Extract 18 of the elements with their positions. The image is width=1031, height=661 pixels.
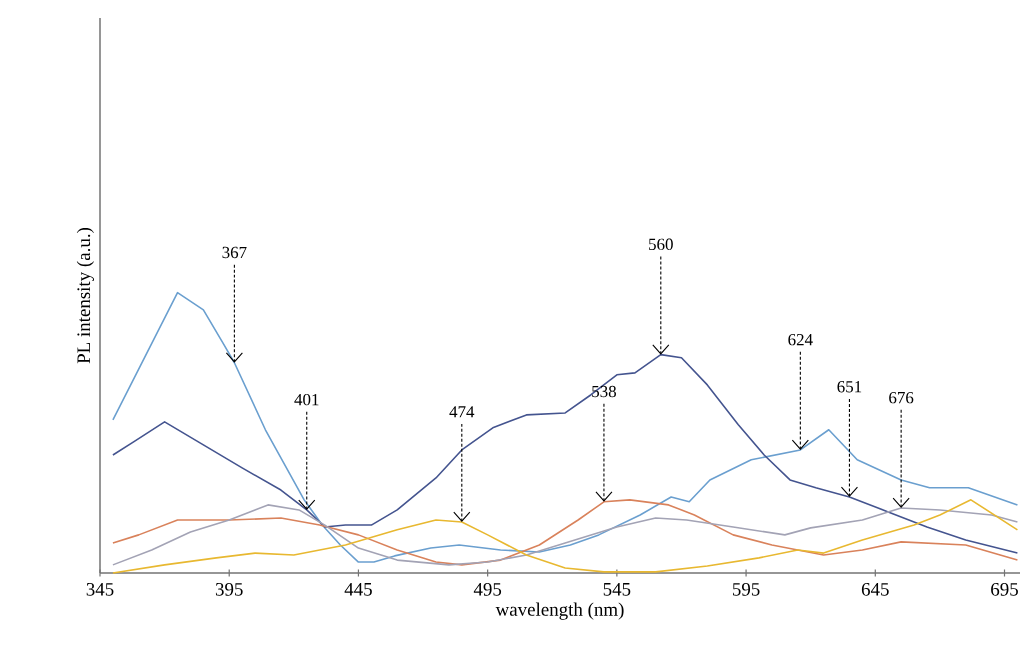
x-tick-label: 545 — [603, 583, 631, 596]
annotation: 474 — [449, 406, 475, 418]
x-tick-label: 645 — [861, 583, 889, 596]
annotation: 676 — [889, 391, 914, 404]
annotation: 624 — [788, 333, 813, 346]
annotation: 560 — [649, 238, 673, 251]
annotation: 538 — [592, 385, 616, 398]
x-axis-title: wavelength (nm) — [495, 602, 624, 620]
x-tick-label: 445 — [344, 583, 372, 596]
annotation: 651 — [837, 381, 862, 393]
x-tick-label: 595 — [732, 583, 760, 596]
annotation: 401 — [294, 393, 319, 406]
x-tick-label: 495 — [473, 583, 502, 596]
y-axis-title: PL intensity (a.u.) — [76, 227, 94, 364]
x-tick-label: 695 — [991, 583, 1018, 596]
x-tick-label: 395 — [215, 583, 243, 596]
x-tick-label: 345 — [86, 583, 114, 596]
annotation: 367 — [222, 246, 247, 259]
